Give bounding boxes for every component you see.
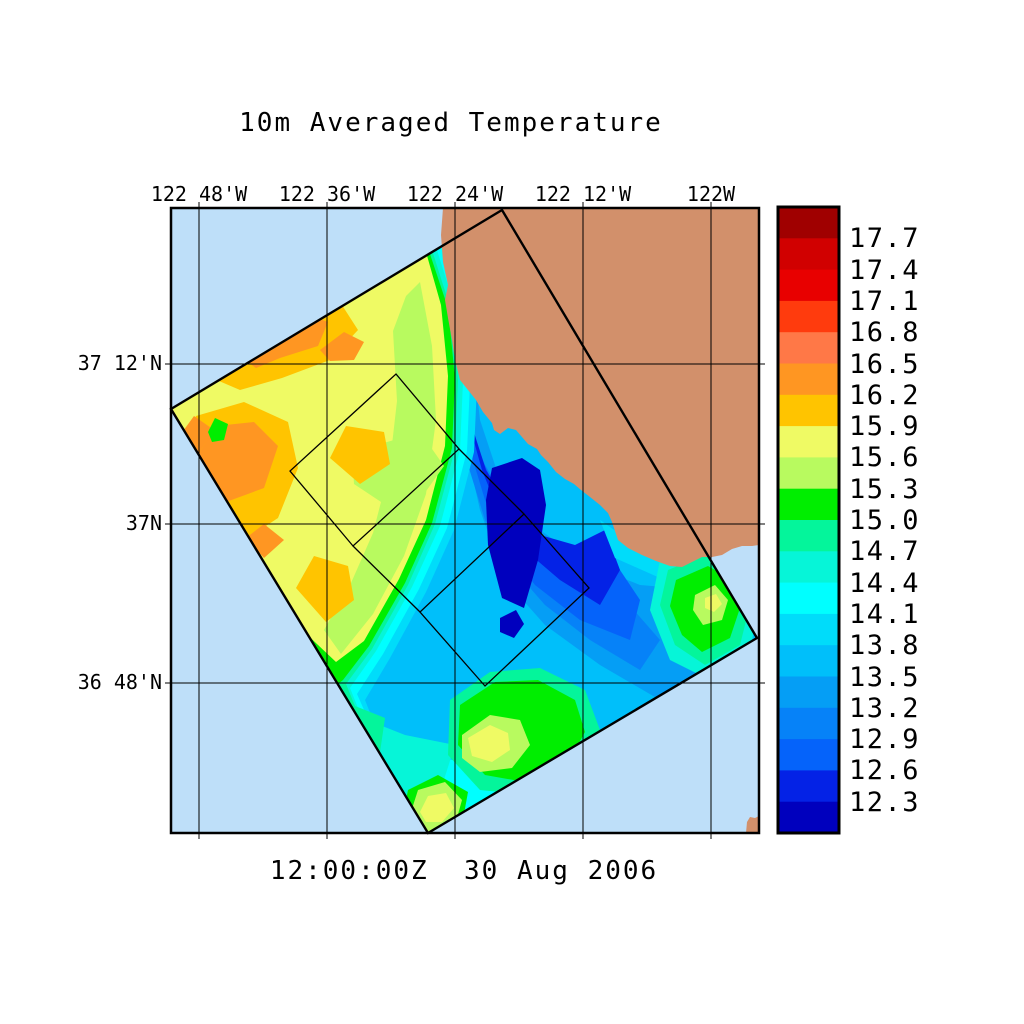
colorbar-tick-label: 12.9 (849, 724, 921, 756)
colorbar-segment (778, 551, 839, 584)
lon-tick-label: 122 12'W (534, 182, 632, 206)
colorbar-tick-label: 16.5 (849, 348, 921, 380)
field-region (500, 610, 524, 638)
colorbar-segment (778, 488, 839, 521)
land-mass (441, 208, 759, 567)
field-region (208, 418, 228, 442)
time-label: 12:00:00Z 30 Aug 2006 (269, 856, 659, 886)
colorbar-tick-label: 14.1 (849, 598, 921, 630)
colorbar-segment (778, 520, 839, 552)
colorbar-segment (778, 238, 839, 271)
plot-title: 10m Averaged Temperature (239, 108, 663, 138)
colorbar-segment (778, 801, 839, 834)
colorbar-tick-label: 14.7 (849, 536, 921, 568)
field-region (330, 426, 390, 484)
field-region (420, 793, 454, 822)
lon-tick-label: 122 36'W (278, 182, 376, 206)
field-region (705, 594, 722, 612)
colorbar-segment (778, 207, 839, 239)
plot-border (169, 206, 761, 835)
colorbar-tick-label: 16.8 (849, 317, 921, 349)
colorbar-tick-label: 15.9 (849, 411, 921, 443)
colorbar-tick-label: 15.0 (849, 505, 921, 536)
field-region (468, 725, 510, 762)
colorbar-segment (778, 457, 839, 490)
colorbar-tick-label: 12.3 (849, 786, 921, 818)
lon-tick-label: 122 48'W (150, 182, 248, 206)
colorbar-segment (778, 676, 839, 709)
colorbar-segment (778, 770, 839, 803)
colorbar-tick-label: 15.3 (849, 473, 921, 505)
peninsula (746, 816, 759, 833)
field-region (320, 332, 364, 361)
lon-tick-label: 122W (686, 182, 736, 206)
lat-tick-label: 37 12'N (77, 351, 162, 375)
colorbar-tick-label: 17.7 (849, 223, 921, 255)
colorbar-tick-label: 17.1 (849, 285, 921, 317)
colorbar-tick-label: 12.6 (849, 755, 921, 787)
colorbar-segment (778, 300, 839, 333)
lat-tick-label: 36 48'N (77, 670, 162, 694)
colorbar-border (776, 205, 841, 835)
colorbar-tick-label: 17.4 (849, 254, 921, 286)
colorbar-segment (778, 426, 839, 458)
colorbar-segment (778, 363, 839, 396)
field-region (486, 458, 546, 608)
colorbar-segment (778, 332, 839, 365)
colorbar-tick-label: 16.2 (849, 379, 921, 411)
nested-box-outline (419, 513, 590, 687)
colorbar-segment (778, 394, 839, 427)
colorbar-segment (778, 645, 839, 678)
colorbar-segment (778, 613, 839, 646)
colorbar-segment (778, 739, 839, 771)
nested-box-connector (352, 545, 421, 613)
colorbar (776, 205, 841, 835)
graticule (165, 202, 765, 839)
colorbar-segment (778, 707, 839, 740)
colorbar-tick-label: 15.6 (849, 442, 921, 474)
nested-box-connector (458, 448, 525, 515)
field-region (600, 520, 720, 578)
field-region (296, 556, 354, 622)
lat-tick-label: 37N (125, 511, 162, 535)
colorbar-segment (778, 582, 839, 615)
colorbar-tick-label: 13.2 (849, 692, 921, 724)
field-region (246, 524, 284, 558)
colorbar-tick-label: 13.5 (849, 661, 921, 693)
colorbar-segment (778, 269, 839, 302)
colorbar-tick-label: 14.4 (849, 567, 921, 599)
field-region (324, 282, 436, 654)
colorbar-tick-label: 13.8 (849, 630, 921, 662)
lon-tick-label: 122 24'W (406, 182, 504, 206)
